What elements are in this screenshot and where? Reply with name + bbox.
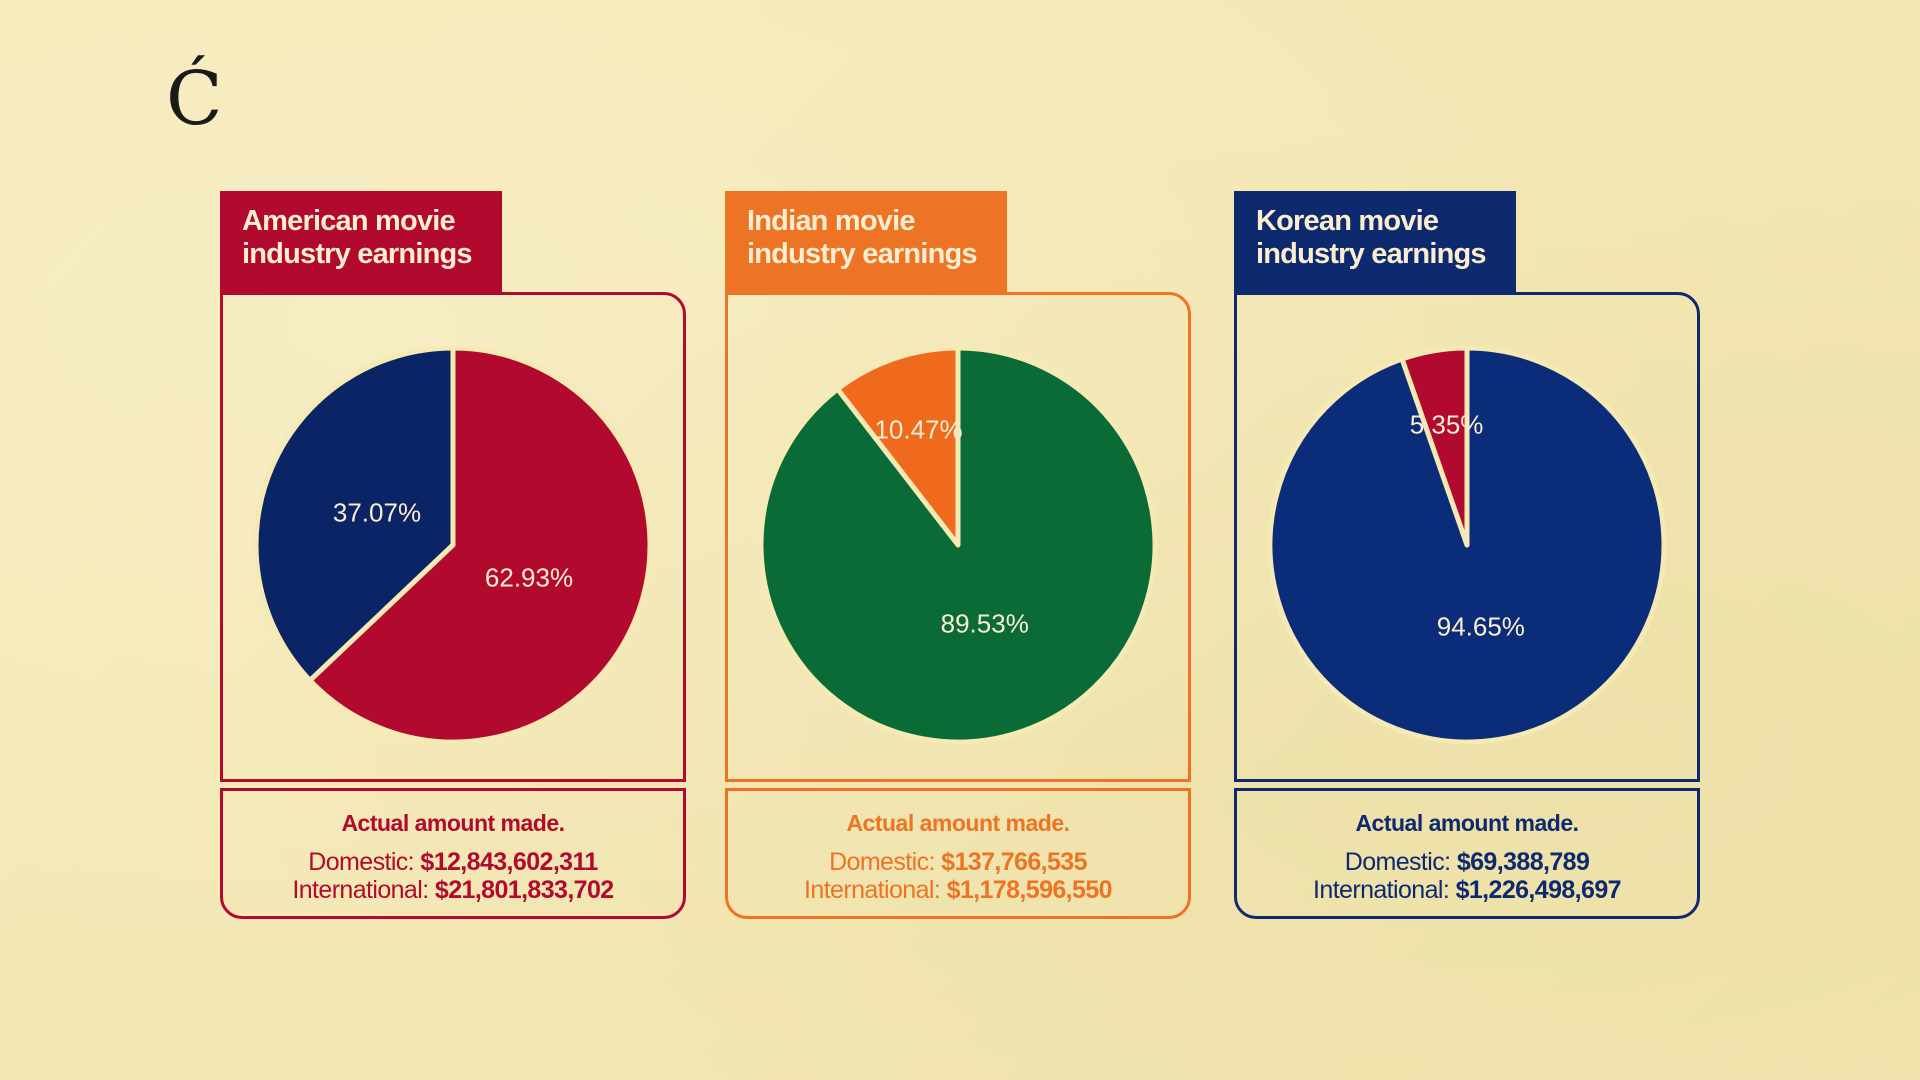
domestic-value: $137,766,535 <box>941 848 1087 876</box>
international-percent-label: 89.53% <box>941 608 1029 638</box>
pie-chart-frame: 5.35% 94.65% <box>1234 292 1700 782</box>
panel-title: Indian movie industry earnings <box>747 205 978 270</box>
domestic-label: Domestic: <box>1344 848 1451 876</box>
korean-pie-chart: 5.35% 94.65% <box>1267 345 1667 745</box>
domestic-percent-label: 10.47% <box>874 414 962 444</box>
domestic-amount: Domestic: $69,388,789 <box>1237 848 1697 877</box>
international-label: International: <box>1313 876 1450 904</box>
panel-title-tab: American movie industry earnings <box>220 191 502 292</box>
amounts-box: Actual amount made. Domestic: $137,766,5… <box>725 788 1191 919</box>
domestic-percent-label: 37.07% <box>333 497 421 527</box>
international-label: International: <box>804 876 941 904</box>
amounts-box: Actual amount made. Domestic: $12,843,60… <box>220 788 686 919</box>
international-percent-label: 62.93% <box>485 563 573 593</box>
panel-title: Korean movie industry earnings <box>1256 205 1487 270</box>
panel-title-tab: Korean movie industry earnings <box>1234 191 1516 292</box>
international-slice <box>1267 345 1667 745</box>
international-amount: International: $21,801,833,702 <box>223 876 683 905</box>
amounts-heading: Actual amount made. <box>1355 810 1579 836</box>
international-value: $21,801,833,702 <box>434 876 614 904</box>
panel-title-tab: Indian movie industry earnings <box>725 191 1007 292</box>
brand-logo: Ć <box>166 56 223 142</box>
korean-earnings-panel: Korean movie industry earnings 5.35% 94.6… <box>1234 0 1700 1080</box>
domestic-slice <box>253 345 456 683</box>
amounts-box: Actual amount made. Domestic: $69,388,78… <box>1234 788 1700 919</box>
pie-chart-frame: 10.47% 89.53% <box>725 292 1191 782</box>
domestic-slice <box>835 345 961 548</box>
international-label: International: <box>292 876 429 904</box>
amounts-heading: Actual amount made. <box>846 810 1070 836</box>
international-value: $1,178,596,550 <box>946 876 1113 904</box>
american-pie-chart: 37.07% 62.93% <box>253 345 653 745</box>
domestic-amount: Domestic: $12,843,602,311 <box>223 848 683 877</box>
panel-title: American movie industry earnings <box>242 205 473 270</box>
international-percent-label: 94.65% <box>1437 612 1525 642</box>
domestic-amount: Domestic: $137,766,535 <box>728 848 1188 877</box>
domestic-label: Domestic: <box>829 848 935 876</box>
pie-chart-frame: 37.07% 62.93% <box>220 292 686 782</box>
international-amount: International: $1,226,498,697 <box>1237 876 1697 905</box>
international-slice <box>307 345 653 745</box>
international-slice <box>758 345 1158 745</box>
indian-earnings-panel: Indian movie industry earnings 10.47% 89.… <box>725 0 1191 1080</box>
domestic-value: $12,843,602,311 <box>420 848 598 876</box>
domestic-label: Domestic: <box>308 848 415 876</box>
amounts-heading: Actual amount made. <box>341 810 565 836</box>
indian-pie-chart: 10.47% 89.53% <box>758 345 1158 745</box>
international-value: $1,226,498,697 <box>1455 876 1622 904</box>
domestic-percent-label: 5.35% <box>1410 410 1484 440</box>
american-earnings-panel: American movie industry earnings 37.07% 6… <box>220 0 686 1080</box>
international-amount: International: $1,178,596,550 <box>728 876 1188 905</box>
domestic-value: $69,388,789 <box>1456 848 1590 876</box>
